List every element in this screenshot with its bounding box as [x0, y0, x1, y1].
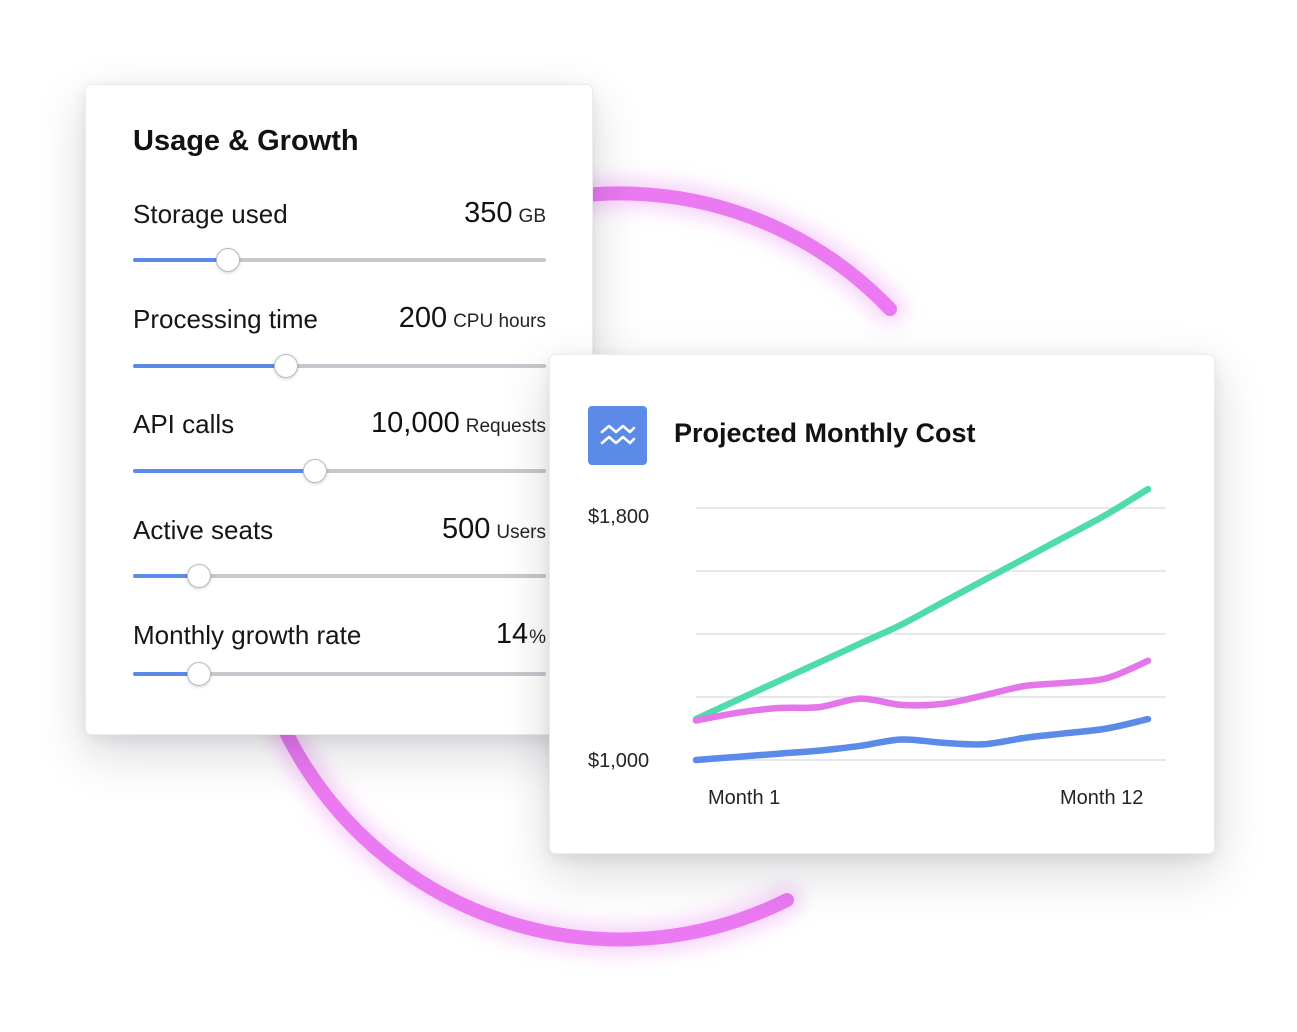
storage-slider: Storage used 350 GB — [133, 197, 546, 279]
series-line-3 — [692, 715, 1152, 764]
api-calls-label: API calls — [133, 409, 235, 439]
processing-time-track-fill — [133, 364, 286, 368]
storage-track[interactable] — [133, 248, 546, 272]
cost-card-title: Projected Monthly Cost — [674, 418, 976, 448]
storage-slider-thumb[interactable] — [215, 248, 240, 272]
active-seats-track[interactable] — [133, 564, 546, 588]
growth-rate-slider-thumb[interactable] — [187, 662, 212, 686]
storage-value: 350 GB — [464, 197, 546, 229]
processing-time-label: Processing time — [133, 304, 318, 334]
api-calls-track[interactable] — [133, 459, 546, 483]
api-calls-value: 10,000 Requests — [371, 407, 546, 439]
processing-time-track[interactable] — [133, 354, 546, 378]
usage-card-title: Usage & Growth — [133, 125, 359, 157]
series-line-2 — [692, 657, 1152, 724]
processing-time-slider-thumb[interactable] — [273, 354, 298, 378]
growth-rate-value: 14% — [495, 618, 546, 650]
y-tick-label-top: $1,800 — [588, 506, 649, 528]
series-line-1 — [692, 485, 1152, 723]
active-seats-track-fill — [133, 574, 200, 578]
usage-growth-card: Usage & Growth Storage used 350 GB Proces… — [85, 84, 593, 735]
y-tick-label-bottom: $1,000 — [588, 750, 649, 772]
x-tick-label-first: Month 1 — [708, 787, 780, 809]
growth-rate-track[interactable] — [133, 662, 546, 686]
storage-label: Storage used — [133, 199, 288, 229]
cost-line-chart: $1,800 $1,000 Month 1 Month 12 — [588, 485, 1166, 809]
processing-time-value: 200 CPU hours — [398, 302, 546, 334]
api-calls-slider: API calls 10,000 Requests — [133, 407, 546, 489]
active-seats-slider: Active seats 500 Users — [133, 513, 546, 595]
x-tick-label-last: Month 12 — [1060, 787, 1143, 809]
projected-cost-card: Projected Monthly Cost $1,800 $1,000 Mon… — [549, 354, 1215, 854]
api-calls-track-fill — [133, 469, 315, 473]
storage-track-fill — [133, 258, 228, 262]
api-calls-slider-thumb[interactable] — [302, 459, 327, 483]
active-seats-slider-thumb[interactable] — [187, 564, 212, 588]
growth-rate-track-fill — [133, 672, 200, 676]
trend-chart-icon — [588, 406, 647, 465]
growth-rate-label: Monthly growth rate — [133, 620, 362, 650]
growth-rate-slider: Monthly growth rate 14% — [133, 618, 546, 700]
processing-time-slider: Processing time 200 CPU hours — [133, 302, 546, 384]
active-seats-value: 500 Users — [441, 513, 546, 545]
active-seats-label: Active seats — [133, 515, 274, 545]
